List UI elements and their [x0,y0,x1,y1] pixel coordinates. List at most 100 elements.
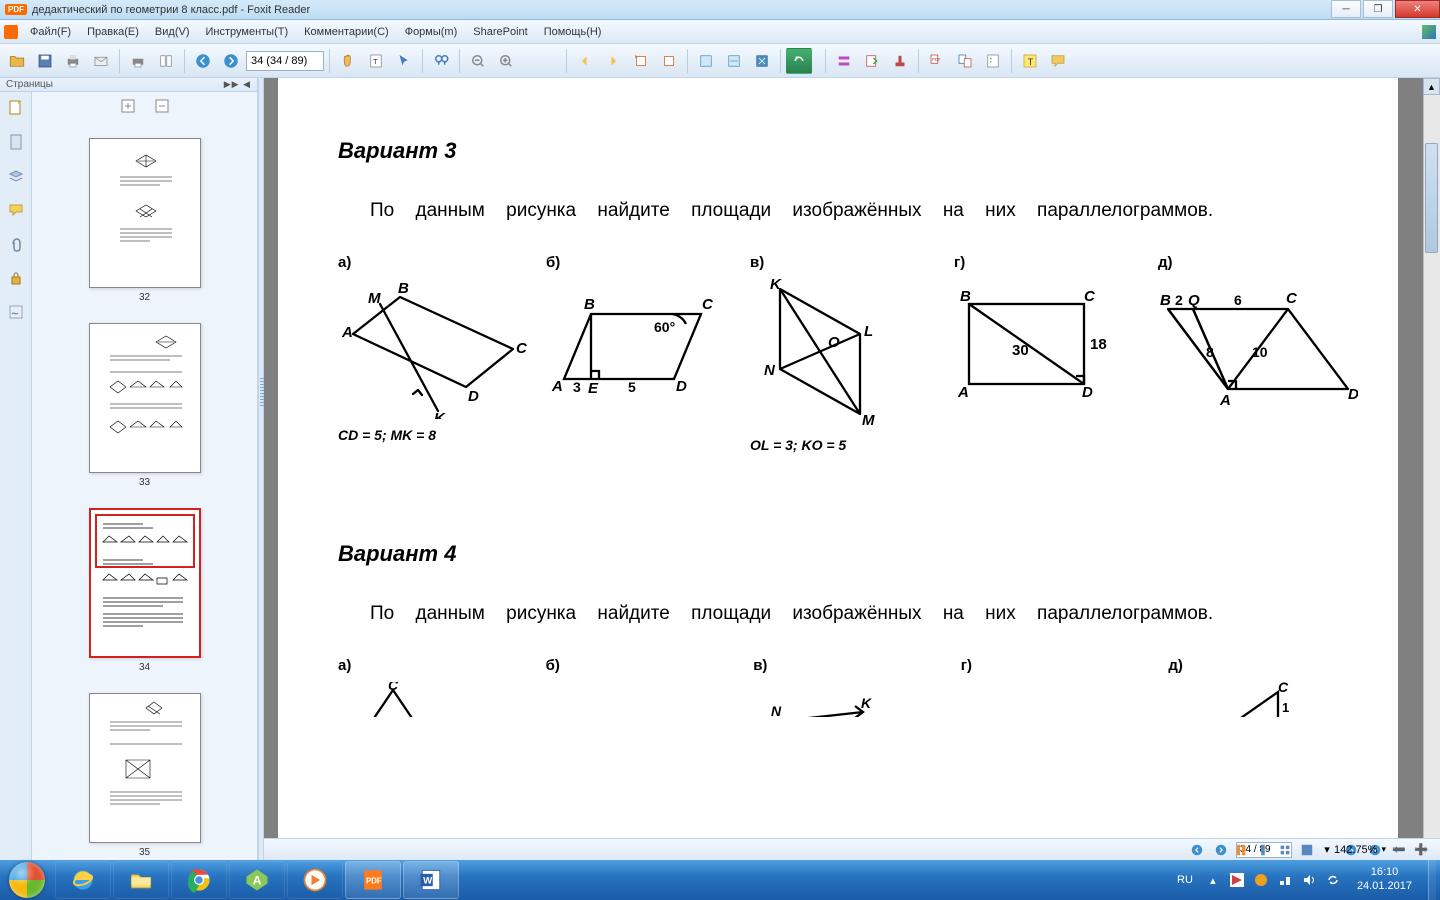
rotate-left-button[interactable] [628,48,654,74]
svg-text:B: B [1160,292,1171,309]
zoom-out-button[interactable] [465,48,491,74]
thumbnail-number: 32 [139,292,150,303]
svg-text:18: 18 [1090,336,1107,353]
minimize-button[interactable]: ─ [1331,0,1361,18]
menu-view[interactable]: Вид(V) [147,20,198,43]
zoom-out-status-button[interactable]: ➖ [1390,842,1408,858]
fit-visible-button[interactable] [749,48,775,74]
prev-page-button[interactable] [190,48,216,74]
view-continuous-button[interactable] [1254,842,1272,858]
zoom-in-button[interactable] [493,48,519,74]
menu-comments[interactable]: Комментарии(C) [296,20,397,43]
scroll-up-button[interactable]: ▲ [1423,78,1440,95]
variant-4-title: Вариант 4 [338,541,1358,567]
menu-help[interactable]: Помощь(H) [536,20,610,43]
menu-tools[interactable]: Инструменты(T) [198,20,297,43]
scroll-thumb[interactable] [1425,143,1438,253]
export-button[interactable] [859,48,885,74]
close-button[interactable]: ✕ [1395,0,1440,18]
taskbar-media[interactable] [287,861,343,899]
next-view-button[interactable] [600,48,626,74]
svg-text:PDF: PDF [366,877,382,886]
taskbar-word[interactable]: W [403,861,459,899]
signatures-tab[interactable] [6,302,26,322]
document-viewer[interactable]: Вариант 3 По данным рисунка найдите площ… [264,78,1440,860]
taskbar-app-green[interactable]: A [229,861,285,899]
email-button[interactable] [88,48,114,74]
hand-tool-button[interactable] [335,48,361,74]
tray-network-icon[interactable] [1277,872,1293,888]
view-facing-button[interactable] [1276,842,1294,858]
figures-row-4: а) CK б) AD в) NK г) BC д) C1 [338,657,1358,717]
next-page-button[interactable] [218,48,244,74]
menu-forms[interactable]: Формы(m) [397,20,466,43]
pointer-button[interactable] [391,48,417,74]
taskbar-clock[interactable]: 16:10 24.01.2017 [1349,866,1420,894]
fit-page-button[interactable] [693,48,719,74]
layers-tab[interactable] [6,166,26,186]
zoom-in-status-button[interactable]: ➕ [1412,842,1430,858]
start-button[interactable] [0,860,54,900]
open-button[interactable] [4,48,30,74]
tray-shield-icon[interactable] [1253,872,1269,888]
attachments-tab[interactable] [6,234,26,254]
view-single-button[interactable] [1232,842,1250,858]
pdf-sign-button[interactable]: PDF [924,48,950,74]
language-indicator[interactable]: RU [1173,874,1197,886]
rotate-right-button[interactable] [656,48,682,74]
show-desktop-button[interactable] [1428,860,1436,900]
thumbnail-page[interactable]: 32 [89,138,201,303]
save-button[interactable] [32,48,58,74]
thumbnail-page[interactable]: 35 [89,693,201,858]
pdf-word-button[interactable] [952,48,978,74]
pages-button[interactable] [153,48,179,74]
highlight-tool-button[interactable] [831,48,857,74]
menu-edit[interactable]: Правка(E) [79,20,147,43]
security-tab[interactable] [6,268,26,288]
thumb-action-reduce[interactable] [154,98,170,114]
tray-volume-icon[interactable] [1301,872,1317,888]
menu-file[interactable]: Файл(F) [22,20,79,43]
maximize-button[interactable]: ❐ [1363,0,1393,18]
taskbar-chrome[interactable] [171,861,227,899]
text-tool-button[interactable]: T [1017,48,1043,74]
tray-up-icon[interactable]: ▴ [1205,872,1221,888]
svg-text:N: N [764,362,776,379]
status-prev-button[interactable] [1188,842,1206,858]
tray-flag-icon[interactable] [1229,872,1245,888]
svg-text:W: W [423,876,433,887]
vertical-scrollbar[interactable]: ▲ ▼ [1423,78,1440,860]
thumbnail-page[interactable]: 33 [89,323,201,488]
page-number-input[interactable]: 34 (34 / 89) [246,51,324,71]
thumbnail-page-current[interactable]: 34 [89,508,201,673]
figure-3a: а) AB CD MK CD = 5; MK = 8 [338,254,528,453]
pages-tab[interactable] [6,98,26,118]
thumb-action-enlarge[interactable] [120,98,136,114]
bookmarks-tab[interactable] [6,132,26,152]
stamp-button[interactable] [887,48,913,74]
svg-text:T: T [373,57,378,66]
left-panel: Страницы ▶▶ ◀ 32 [0,78,258,860]
taskbar-foxit[interactable]: PDF [345,861,401,899]
tray-sync-icon[interactable] [1325,872,1341,888]
convert-pdf-button[interactable] [786,48,812,74]
status-next-button[interactable] [1212,842,1230,858]
fit-width-button[interactable] [721,48,747,74]
print-button[interactable] [60,48,86,74]
collapse-panel-icon[interactable]: ▶▶ ◀ [224,79,251,90]
svg-text:2: 2 [1175,292,1183,308]
thumbnails-list: 32 33 34 35 [32,92,257,860]
quickprint-button[interactable] [125,48,151,74]
taskbar-explorer[interactable] [113,861,169,899]
comments-tab[interactable] [6,200,26,220]
menu-sharepoint[interactable]: SharePoint [465,20,535,43]
select-text-button[interactable]: T [363,48,389,74]
taskbar-ie[interactable] [55,861,111,899]
prev-view-button[interactable] [572,48,598,74]
figure-label: в) [750,254,936,271]
view-facing2-button[interactable] [1298,842,1316,858]
note-tool-button[interactable] [1045,48,1071,74]
pdf-form-button[interactable] [980,48,1006,74]
find-button[interactable] [428,48,454,74]
app-logo-icon [4,25,18,39]
